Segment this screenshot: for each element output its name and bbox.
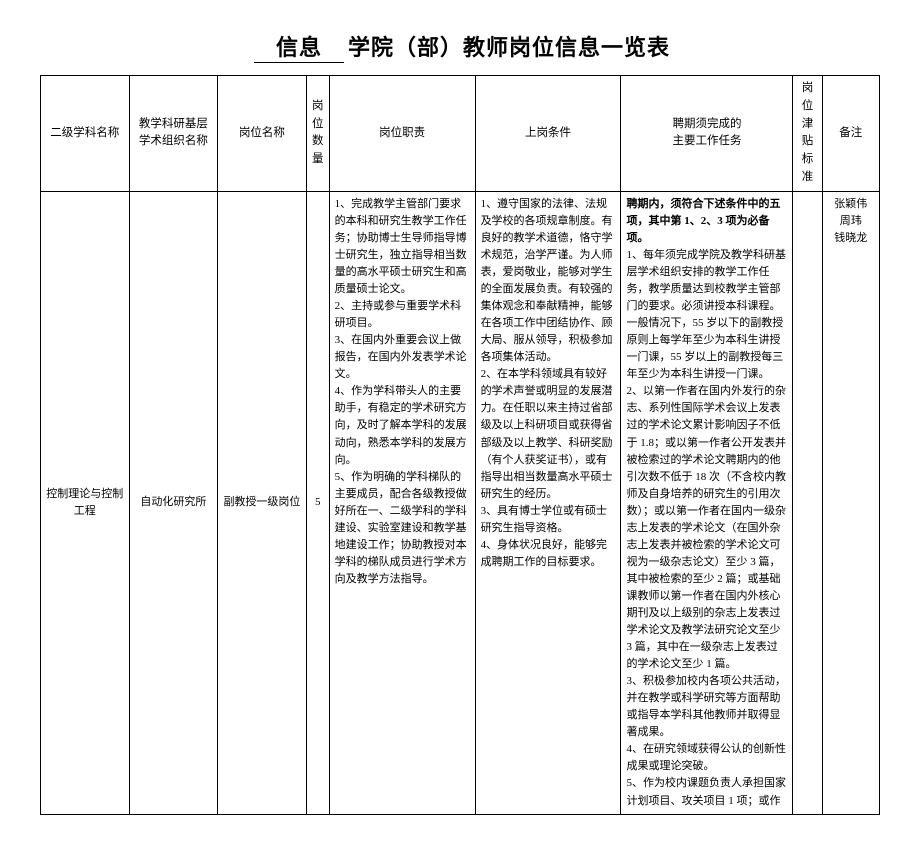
cell-requirements: 1、遵守国家的法律、法规及学校的各项规章制度。有良好的教学术道德，恪守学术规范，… [475,191,621,814]
cell-discipline: 控制理论与控制工程 [41,191,130,814]
cell-org: 自动化研究所 [129,191,218,814]
table-row: 控制理论与控制工程 自动化研究所 副教授一级岗位 5 1、完成教学主管部门要求的… [41,191,880,814]
col-discipline: 二级学科名称 [41,76,130,192]
cell-duties: 1、完成教学主管部门要求的本科和研究生教学工作任务；协助博士生导师指导博士研究生… [329,191,475,814]
col-count: 岗位数量 [306,76,329,192]
cell-remark: 张颖伟 周玮 钱晓龙 [822,191,879,814]
col-duties: 岗位职责 [329,76,475,192]
col-tasks: 聘期须完成的 主要工作任务 [621,76,793,192]
title-rest: 学院（部）教师岗位信息一览表 [348,35,670,60]
tasks-bold-lead: 聘期内，须符合下述条件中的五项，其中第 1、2、3 项为必备项。 [626,198,780,244]
tasks-rest: 1、每年须完成学院及教学科研基层学术组织安排的教学工作任务，教学质量达到校教学主… [626,249,786,807]
positions-table: 二级学科名称 教学科研基层学术组织名称 岗位名称 岗位数量 岗位职责 上岗条件 … [40,75,880,815]
cell-count: 5 [306,191,329,814]
col-remark: 备注 [822,76,879,192]
col-allowance: 岗位津贴标准 [793,76,822,192]
cell-tasks: 聘期内，须符合下述条件中的五项，其中第 1、2、3 项为必备项。 1、每年须完成… [621,191,793,814]
page-title: 信息学院（部）教师岗位信息一览表 [40,30,880,63]
table-header-row: 二级学科名称 教学科研基层学术组织名称 岗位名称 岗位数量 岗位职责 上岗条件 … [41,76,880,192]
col-org: 教学科研基层学术组织名称 [129,76,218,192]
cell-allowance [793,191,822,814]
cell-position: 副教授一级岗位 [218,191,307,814]
col-position: 岗位名称 [218,76,307,192]
col-requirements: 上岗条件 [475,76,621,192]
title-blank: 信息 [254,30,344,63]
